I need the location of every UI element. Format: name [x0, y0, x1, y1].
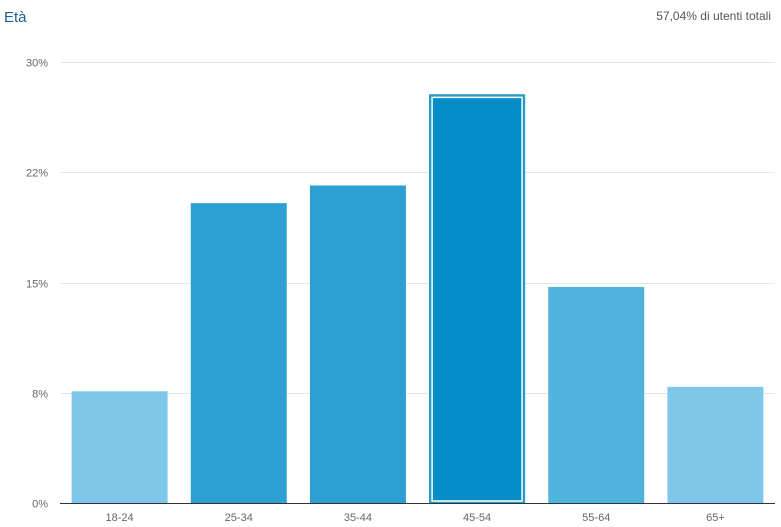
y-tick-label: 22% — [26, 168, 48, 180]
y-tick-label: 15% — [26, 279, 48, 291]
bar-25-34 — [190, 203, 287, 503]
bar-highlight-inner — [431, 96, 523, 502]
x-tick-label: 18-24 — [106, 512, 134, 524]
y-tick-label: 8% — [32, 389, 48, 401]
x-tick-label: 65+ — [706, 512, 725, 524]
y-tick-label: 30% — [26, 58, 48, 70]
bar-45-54 — [429, 94, 526, 503]
bar-highlight-outline — [429, 94, 526, 503]
bar-65+ — [667, 386, 764, 503]
bar-55-64 — [548, 286, 645, 503]
chart-title: Età — [4, 9, 27, 26]
x-tick-label: 45-54 — [463, 512, 491, 524]
x-tick-label: 55-64 — [582, 512, 610, 524]
bar-35-44 — [309, 185, 406, 504]
x-tick-label: 25-34 — [225, 512, 253, 524]
users-share-label: 57,04% di utenti totali — [656, 9, 771, 23]
bar-18-24 — [71, 391, 168, 503]
x-tick-label: 35-44 — [344, 512, 372, 524]
y-tick-label: 0% — [32, 499, 48, 511]
